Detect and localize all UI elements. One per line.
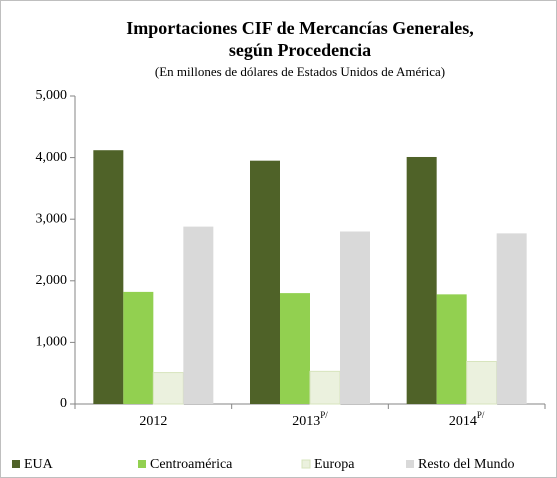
chart-title: Importaciones CIF de Mercancías Generale… xyxy=(126,18,473,38)
y-tick-label: 2,000 xyxy=(36,273,68,288)
legend-swatch xyxy=(406,460,414,468)
y-tick-label: 5,000 xyxy=(36,88,68,103)
bar xyxy=(152,372,184,405)
bar xyxy=(436,294,467,404)
bar xyxy=(309,370,341,405)
bar xyxy=(183,226,214,404)
bar xyxy=(340,231,370,404)
bar xyxy=(93,150,124,404)
y-tick-label: 0 xyxy=(60,396,67,411)
x-tick-label: 2013P/ xyxy=(292,410,328,429)
bar xyxy=(123,291,154,404)
legend-swatch xyxy=(12,460,20,468)
x-tick-label: 2014P/ xyxy=(449,410,485,429)
bar xyxy=(466,360,498,405)
legend-swatch xyxy=(301,459,311,469)
bar xyxy=(406,156,437,404)
chart-subtitle: (En millones de dólares de Estados Unido… xyxy=(155,64,445,79)
chart-title: según Procedencia xyxy=(229,40,371,60)
legend-swatch xyxy=(138,460,146,468)
y-tick-label: 3,000 xyxy=(36,211,68,226)
legend-label: Europa xyxy=(314,457,355,472)
bar xyxy=(250,160,280,404)
bar xyxy=(280,293,310,404)
x-tick-label: 2012 xyxy=(139,414,167,429)
legend-label: Centroamérica xyxy=(150,457,233,472)
legend-label: Resto del Mundo xyxy=(418,457,514,472)
bar xyxy=(496,233,527,404)
y-tick-label: 4,000 xyxy=(36,150,68,165)
legend-label: EUA xyxy=(24,457,54,472)
y-tick-label: 1,000 xyxy=(36,335,68,350)
